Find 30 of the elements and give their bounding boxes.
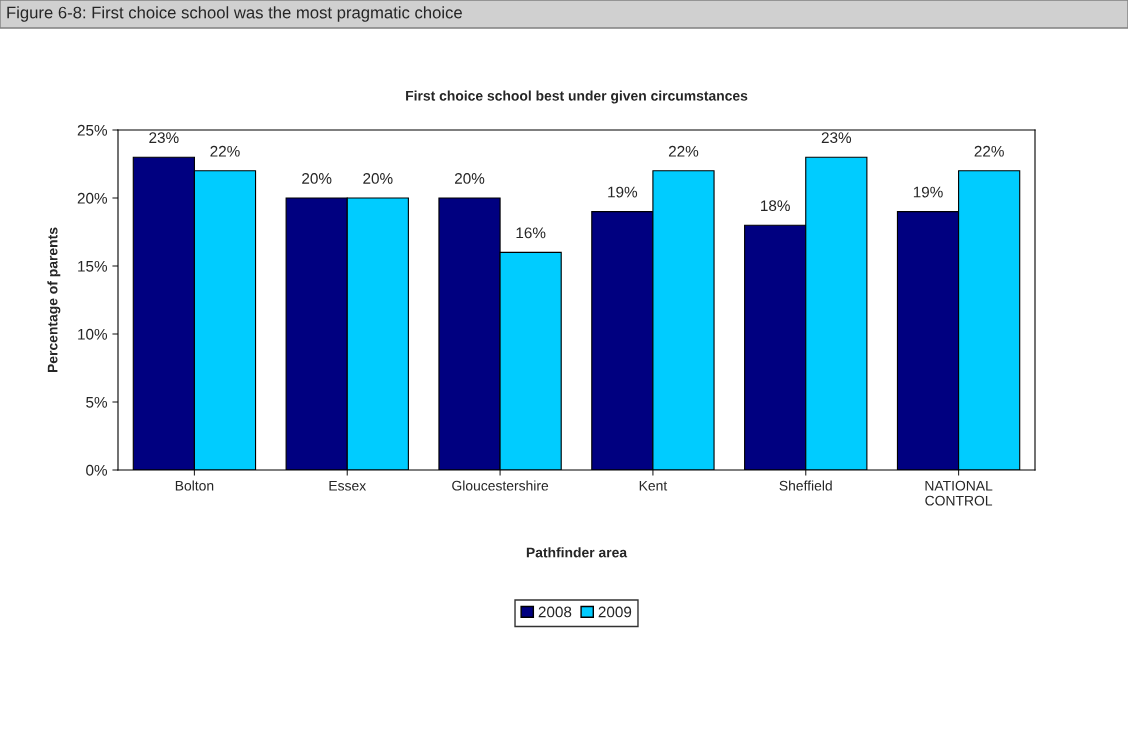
data-label: 20% xyxy=(363,173,393,184)
legend-label: 2009 xyxy=(598,606,632,618)
data-label: 20% xyxy=(302,173,332,184)
x-tick-label: Gloucestershire xyxy=(452,480,549,491)
x-tick-label: Kent xyxy=(639,480,668,491)
legend-label: 2008 xyxy=(538,606,572,618)
chart-title: Figure 6-8: First choice school was the most pragmatic choice xyxy=(7,6,462,22)
data-label: 22% xyxy=(974,145,1004,157)
y-tick-label: 20% xyxy=(77,192,108,204)
y-tick-label: 5% xyxy=(86,396,108,408)
data-label: 20% xyxy=(455,173,485,184)
data-label: 23% xyxy=(821,132,852,144)
y-tick-label: 0% xyxy=(86,464,108,476)
data-label: 19% xyxy=(913,186,943,198)
data-label: 22% xyxy=(668,145,699,157)
x-tick-label: NATIONAL CONTROL xyxy=(925,480,993,506)
x-tick-label: Bolton xyxy=(175,480,214,491)
y-tick-label: 25% xyxy=(77,124,108,136)
data-label: 16% xyxy=(516,227,546,239)
data-label: 23% xyxy=(149,132,179,144)
y-tick-label: 15% xyxy=(78,260,108,272)
x-tick-label: Essex xyxy=(329,480,367,491)
x-axis-title: Pathfinder area xyxy=(526,547,628,558)
data-label: 22% xyxy=(210,145,240,157)
y-axis-title: Percentage of parents xyxy=(47,227,61,373)
x-tick-label: Sheffield xyxy=(779,480,832,491)
y-tick-label: 10% xyxy=(78,328,108,340)
data-label: 19% xyxy=(608,186,638,198)
data-label: 18% xyxy=(761,200,790,212)
chart-subtitle: First choice school best under given circumstances xyxy=(406,90,748,104)
